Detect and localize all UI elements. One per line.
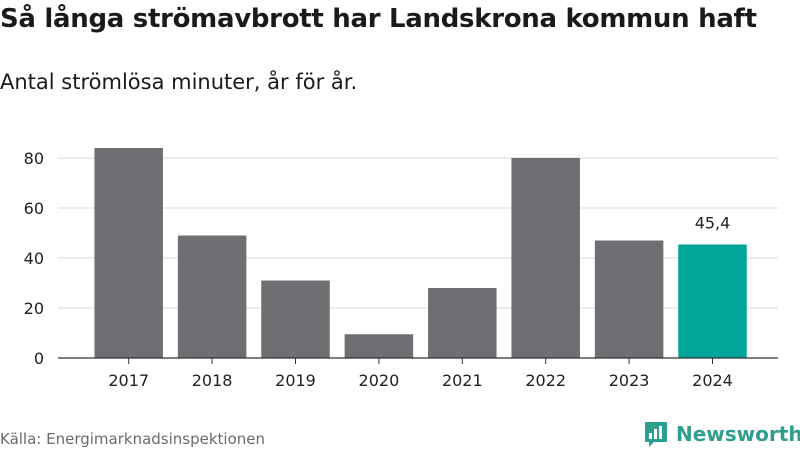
y-tick-label: 20 [24, 299, 44, 318]
bar-2018 [177, 235, 247, 358]
chart-title: Så långa strömavbrott har Landskrona kom… [0, 4, 757, 34]
y-tick-label: 80 [24, 149, 44, 168]
data-label: 45,4 [695, 214, 731, 233]
x-tick-label: 2020 [359, 371, 400, 390]
x-tick-label: 2022 [525, 371, 566, 390]
x-axis-tick-labels: 2017 2018 2019 2020 2021 2022 2023 2024 [58, 357, 778, 390]
x-tick-label: 2021 [442, 371, 483, 390]
brand-name: Newsworthy [676, 422, 800, 446]
data-labels: 45,4 [695, 214, 731, 233]
bar-2020 [344, 334, 414, 358]
chart-subtitle: Antal strömlösa minuter, år för år. [0, 70, 358, 94]
brand: Newsworthy [644, 420, 800, 448]
x-tick-label: 2017 [108, 371, 149, 390]
bar-2022 [511, 158, 580, 358]
bar-2023 [594, 240, 664, 358]
gridlines [58, 157, 778, 309]
x-tick-label: 2019 [275, 371, 316, 390]
y-tick-label: 0 [34, 349, 44, 368]
bars [94, 148, 747, 358]
y-tick-label: 40 [24, 249, 44, 268]
newsworthy-logo-icon [645, 422, 667, 447]
x-tick-label: 2024 [692, 371, 733, 390]
x-tick-label: 2023 [609, 371, 650, 390]
bar-2017 [94, 148, 163, 358]
source-note: Källa: Energimarknadsinspektionen [0, 430, 266, 448]
bar-2019 [261, 280, 330, 358]
bar-2021 [428, 288, 497, 358]
y-axis-tick-labels: 0 20 40 60 80 [24, 149, 44, 368]
x-tick-label: 2018 [192, 371, 233, 390]
bar-2024 [678, 244, 747, 358]
y-tick-label: 60 [24, 199, 44, 218]
